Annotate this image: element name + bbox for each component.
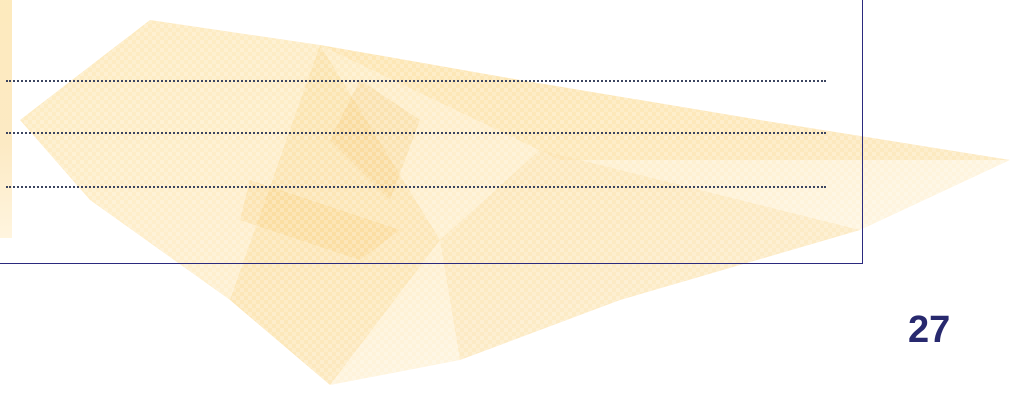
answer-line-3 xyxy=(6,186,826,188)
page-number: 27 xyxy=(908,309,951,351)
left-margin-strip xyxy=(0,0,12,238)
answer-line-1 xyxy=(6,80,826,82)
answer-line-2 xyxy=(6,132,826,134)
answer-box-frame xyxy=(0,0,863,264)
